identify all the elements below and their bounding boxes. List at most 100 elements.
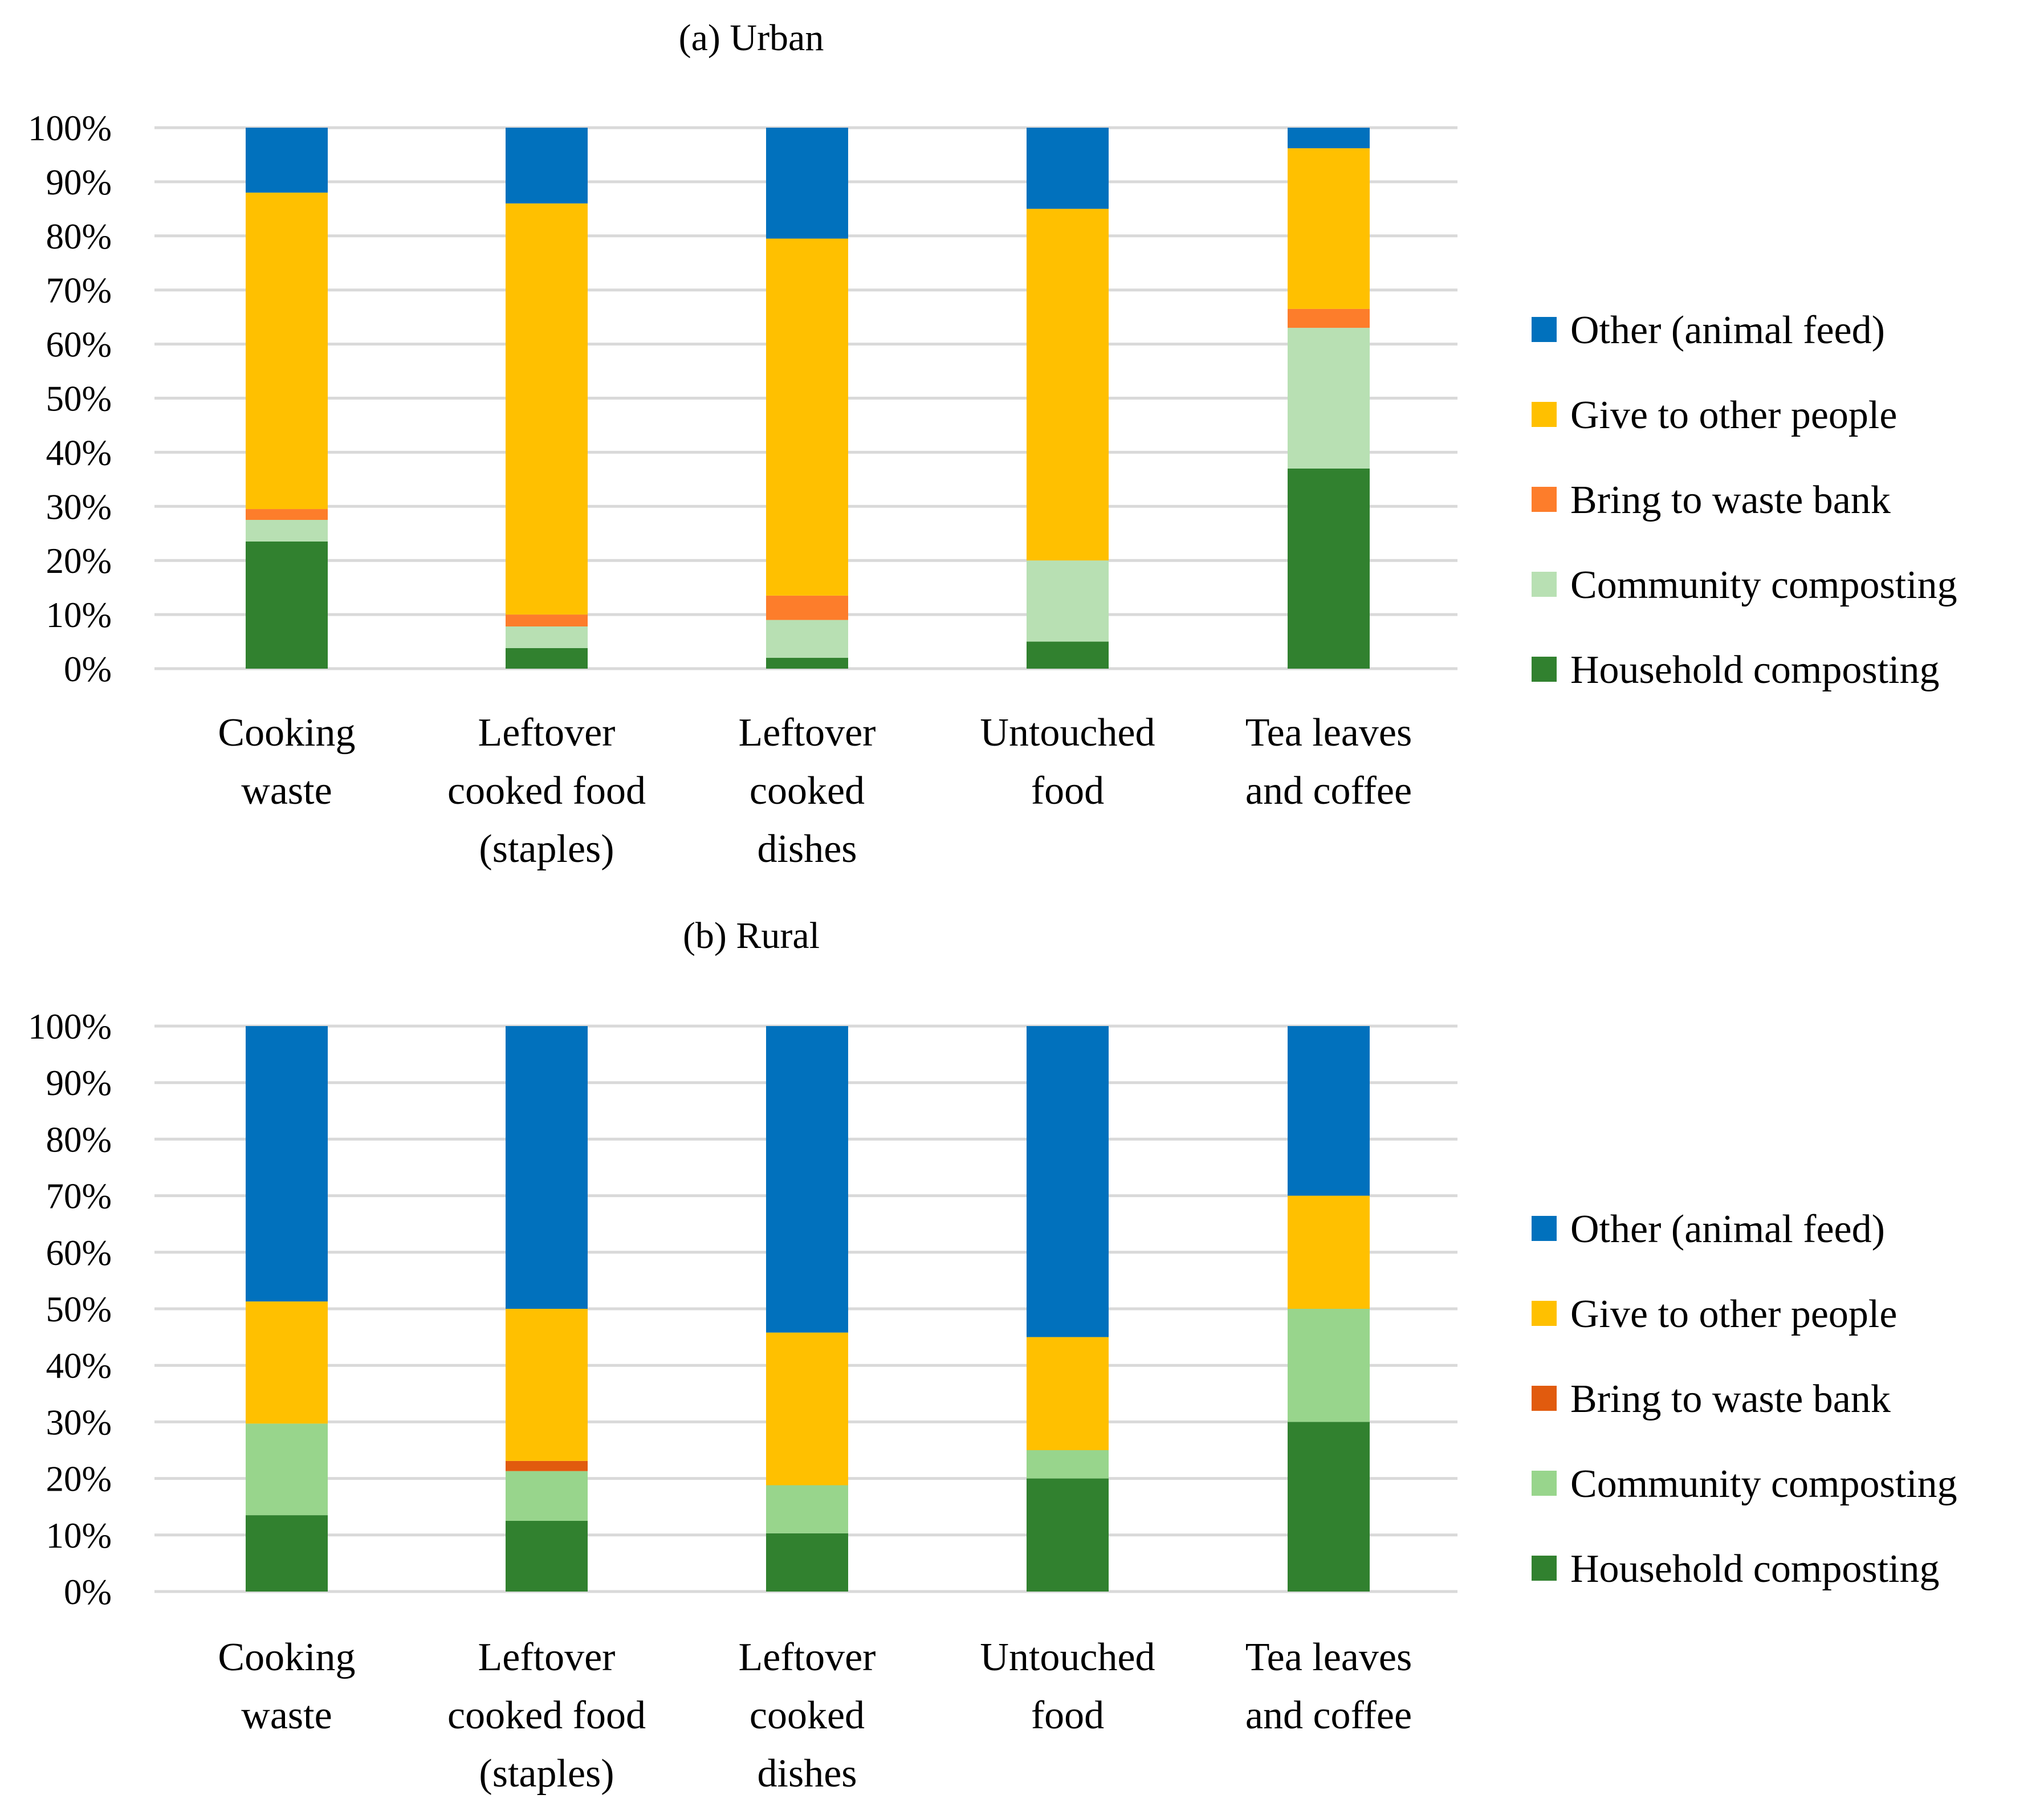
legend-swatch <box>1532 1301 1557 1326</box>
y-tick-label: 90% <box>46 1063 112 1103</box>
bar-segment-bring-to-waste-bank <box>506 614 588 626</box>
bar-segment-other-animal-feed <box>506 1026 588 1309</box>
legend-swatch <box>1532 1386 1557 1411</box>
x-category-label: Leftover cooked food (staples) <box>447 1635 646 1796</box>
x-category-label-line: and coffee <box>1245 1694 1412 1737</box>
bar-segment-give-to-other-people <box>246 192 328 510</box>
legend-swatch <box>1532 1471 1557 1496</box>
y-tick-label: 100% <box>28 108 112 148</box>
x-category-label: Cooking waste <box>218 711 355 813</box>
y-tick-label: 40% <box>46 1346 112 1386</box>
x-category-label-line: Leftover <box>478 1635 616 1679</box>
bar-segment-community-composting <box>1027 1450 1109 1479</box>
bar-segment-other-animal-feed <box>506 128 588 204</box>
bar-segment-household-composting <box>1027 1478 1109 1592</box>
x-category-label-line: Tea leaves <box>1245 711 1412 755</box>
bar-segment-household-composting <box>246 541 328 669</box>
bar-segment-community-composting <box>246 520 328 542</box>
x-category-label-line: Leftover <box>739 1635 876 1679</box>
y-tick-label: 30% <box>46 1402 112 1442</box>
bar-segment-give-to-other-people <box>1288 1195 1370 1309</box>
bar-segment-bring-to-waste-bank <box>766 595 848 620</box>
legend-swatch <box>1532 657 1557 682</box>
x-category-label-line: (staples) <box>479 827 614 871</box>
x-category-label: Tea leaves and coffee <box>1245 1635 1412 1737</box>
legend-label: Other (animal feed) <box>1570 1207 1885 1251</box>
bar-segment-other-animal-feed <box>246 128 328 193</box>
legend-label: Community composting <box>1570 1462 1957 1506</box>
x-category-label-line: food <box>1031 769 1104 813</box>
y-tick-label: 100% <box>28 1007 112 1047</box>
legend-label: Household composting <box>1570 648 1939 692</box>
y-tick-label: 70% <box>46 1177 112 1216</box>
legend-swatch <box>1532 572 1557 597</box>
bar-segment-household-composting <box>1288 468 1370 669</box>
x-category-label-line: Leftover <box>478 711 616 755</box>
y-tick-label: 0% <box>64 649 112 689</box>
y-tick-label: 80% <box>46 217 112 257</box>
bar-segment-household-composting <box>1288 1422 1370 1592</box>
y-tick-label: 30% <box>46 487 112 527</box>
y-tick-label: 60% <box>46 1233 112 1273</box>
bar-segment-give-to-other-people <box>246 1301 328 1424</box>
bar-segment-bring-to-waste-bank <box>506 1460 588 1471</box>
x-category-label: Tea leaves and coffee <box>1245 711 1412 813</box>
chart-rural: (b) Rural 0% 10% 20% 30% 40% 50% 60% 70% 80% 90% 10… <box>28 915 1957 1796</box>
x-category-label-line: Leftover <box>739 711 876 755</box>
x-category-label-line: Tea leaves <box>1245 1635 1412 1679</box>
x-category-label: Leftover cooked dishes <box>739 711 876 871</box>
legend-label: Give to other people <box>1570 393 1897 437</box>
bar-segment-other-animal-feed <box>766 1026 848 1333</box>
x-category-label-line: food <box>1031 1694 1104 1737</box>
chart-title: (a) Urban <box>679 17 824 59</box>
y-tick-label: 50% <box>46 379 112 419</box>
chart-title: (b) Rural <box>683 915 820 957</box>
bar-segment-community-composting <box>766 1485 848 1533</box>
legend-label: Bring to waste bank <box>1570 1377 1891 1421</box>
bar-segment-household-composting <box>506 1521 588 1592</box>
y-tick-label: 50% <box>46 1289 112 1329</box>
y-tick-label: 20% <box>46 1459 112 1499</box>
bar-segment-household-composting <box>1027 641 1109 669</box>
bar-segment-give-to-other-people <box>1027 209 1109 561</box>
bar-segment-give-to-other-people <box>506 203 588 615</box>
bar-segment-community-composting <box>246 1423 328 1516</box>
x-category-label-line: dishes <box>758 827 857 871</box>
legend-label: Household composting <box>1570 1547 1939 1591</box>
chart-urban: (a) Urban 0% 10% 20% 30% 40% 50% 60% 70% 80% 90% 10… <box>28 17 1957 871</box>
x-category-label: Leftover cooked food (staples) <box>447 711 646 871</box>
x-category-label-line: Untouched <box>980 711 1155 755</box>
y-tick-label: 80% <box>46 1120 112 1159</box>
bar-segment-household-composting <box>766 1533 848 1592</box>
x-category-label-line: cooked food <box>447 1694 646 1737</box>
bar-segment-other-animal-feed <box>766 128 848 239</box>
bar-segment-give-to-other-people <box>1288 148 1370 309</box>
bar-segment-give-to-other-people <box>766 1332 848 1486</box>
legend: Other (animal feed) Give to other people B… <box>1532 1207 1957 1591</box>
bar-segment-give-to-other-people <box>506 1309 588 1461</box>
legend-swatch <box>1532 1216 1557 1241</box>
legend-label: Bring to waste bank <box>1570 478 1891 522</box>
bar-segment-other-animal-feed <box>1027 128 1109 209</box>
x-category-label-line: cooked <box>750 1694 865 1737</box>
bar-segment-give-to-other-people <box>766 238 848 596</box>
bar-segment-other-animal-feed <box>1288 1026 1370 1196</box>
legend-label: Other (animal feed) <box>1570 308 1885 352</box>
y-tick-label: 20% <box>46 541 112 581</box>
legend-swatch <box>1532 487 1557 512</box>
x-category-label: Untouched food <box>980 1635 1155 1737</box>
x-category-label: Leftover cooked dishes <box>739 1635 876 1796</box>
bar-segment-community-composting <box>1288 328 1370 469</box>
x-category-label-line: and coffee <box>1245 769 1412 813</box>
legend-label: Give to other people <box>1570 1292 1897 1336</box>
x-category-label: Cooking waste <box>218 1635 355 1737</box>
bar-segment-community-composting <box>766 620 848 658</box>
y-tick-label: 10% <box>46 595 112 635</box>
bar-segment-other-animal-feed <box>246 1026 328 1302</box>
legend-swatch <box>1532 1556 1557 1581</box>
y-tick-label: 60% <box>46 325 112 365</box>
legend: Other (animal feed) Give to other people B… <box>1532 308 1957 692</box>
bar-segment-bring-to-waste-bank <box>1288 308 1370 328</box>
bar-segment-bring-to-waste-bank <box>246 509 328 520</box>
